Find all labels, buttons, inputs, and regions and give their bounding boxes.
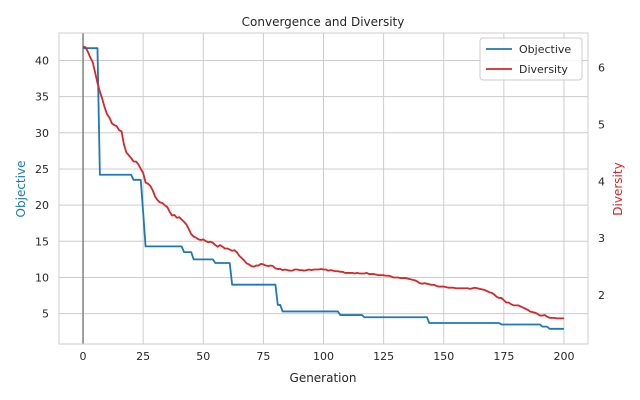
y-tick-label-right: 4: [598, 175, 605, 188]
y-axis-label-diversity: Diversity: [611, 162, 625, 215]
legend-label-diversity: Diversity: [519, 63, 568, 76]
x-tick-label: 0: [80, 350, 87, 363]
x-axis-label: Generation: [290, 371, 357, 385]
plot-border: [58, 32, 589, 345]
y-tick-label-left: 15: [35, 235, 49, 248]
x-tick-label: 200: [553, 350, 574, 363]
x-tick-label: 50: [196, 350, 210, 363]
y-tick-label-right: 2: [598, 289, 605, 302]
x-tick-label: 75: [256, 350, 270, 363]
y-tick-label-left: 40: [35, 54, 49, 67]
tick-labels: 0 25 50 75 100 125 150 175 200 5 10 15 20 25 30 35 40 2 3 4…: [35, 54, 605, 363]
series-line-diversity: [82, 45, 564, 320]
y-tick-label-left: 30: [35, 127, 49, 140]
y-axis-label-objective: Objective: [14, 161, 28, 218]
x-tick-label: 150: [433, 350, 454, 363]
x-tick-label: 100: [313, 350, 334, 363]
y-tick-label-left: 10: [35, 271, 49, 284]
y-tick-label-left: 5: [42, 308, 49, 321]
y-tick-label-right: 5: [598, 119, 605, 132]
x-tick-label: 125: [373, 350, 394, 363]
y-tick-label-right: 6: [598, 62, 605, 75]
legend-label-objective: Objective: [519, 43, 571, 56]
y-tick-label-right: 3: [598, 232, 605, 245]
plot-frame: [58, 32, 589, 345]
legend: Objective Diversity: [479, 37, 583, 81]
y-tick-label-left: 35: [35, 91, 49, 104]
grid-lines: [59, 33, 588, 344]
x-tick-label: 175: [493, 350, 514, 363]
chart-title: Convergence and Diversity: [242, 15, 405, 29]
x-tick-label: 25: [136, 350, 150, 363]
series-line-objective: [83, 47, 564, 330]
series-layer: [82, 45, 564, 330]
y-tick-label-left: 25: [35, 163, 49, 176]
y-tick-label-left: 20: [35, 199, 49, 212]
